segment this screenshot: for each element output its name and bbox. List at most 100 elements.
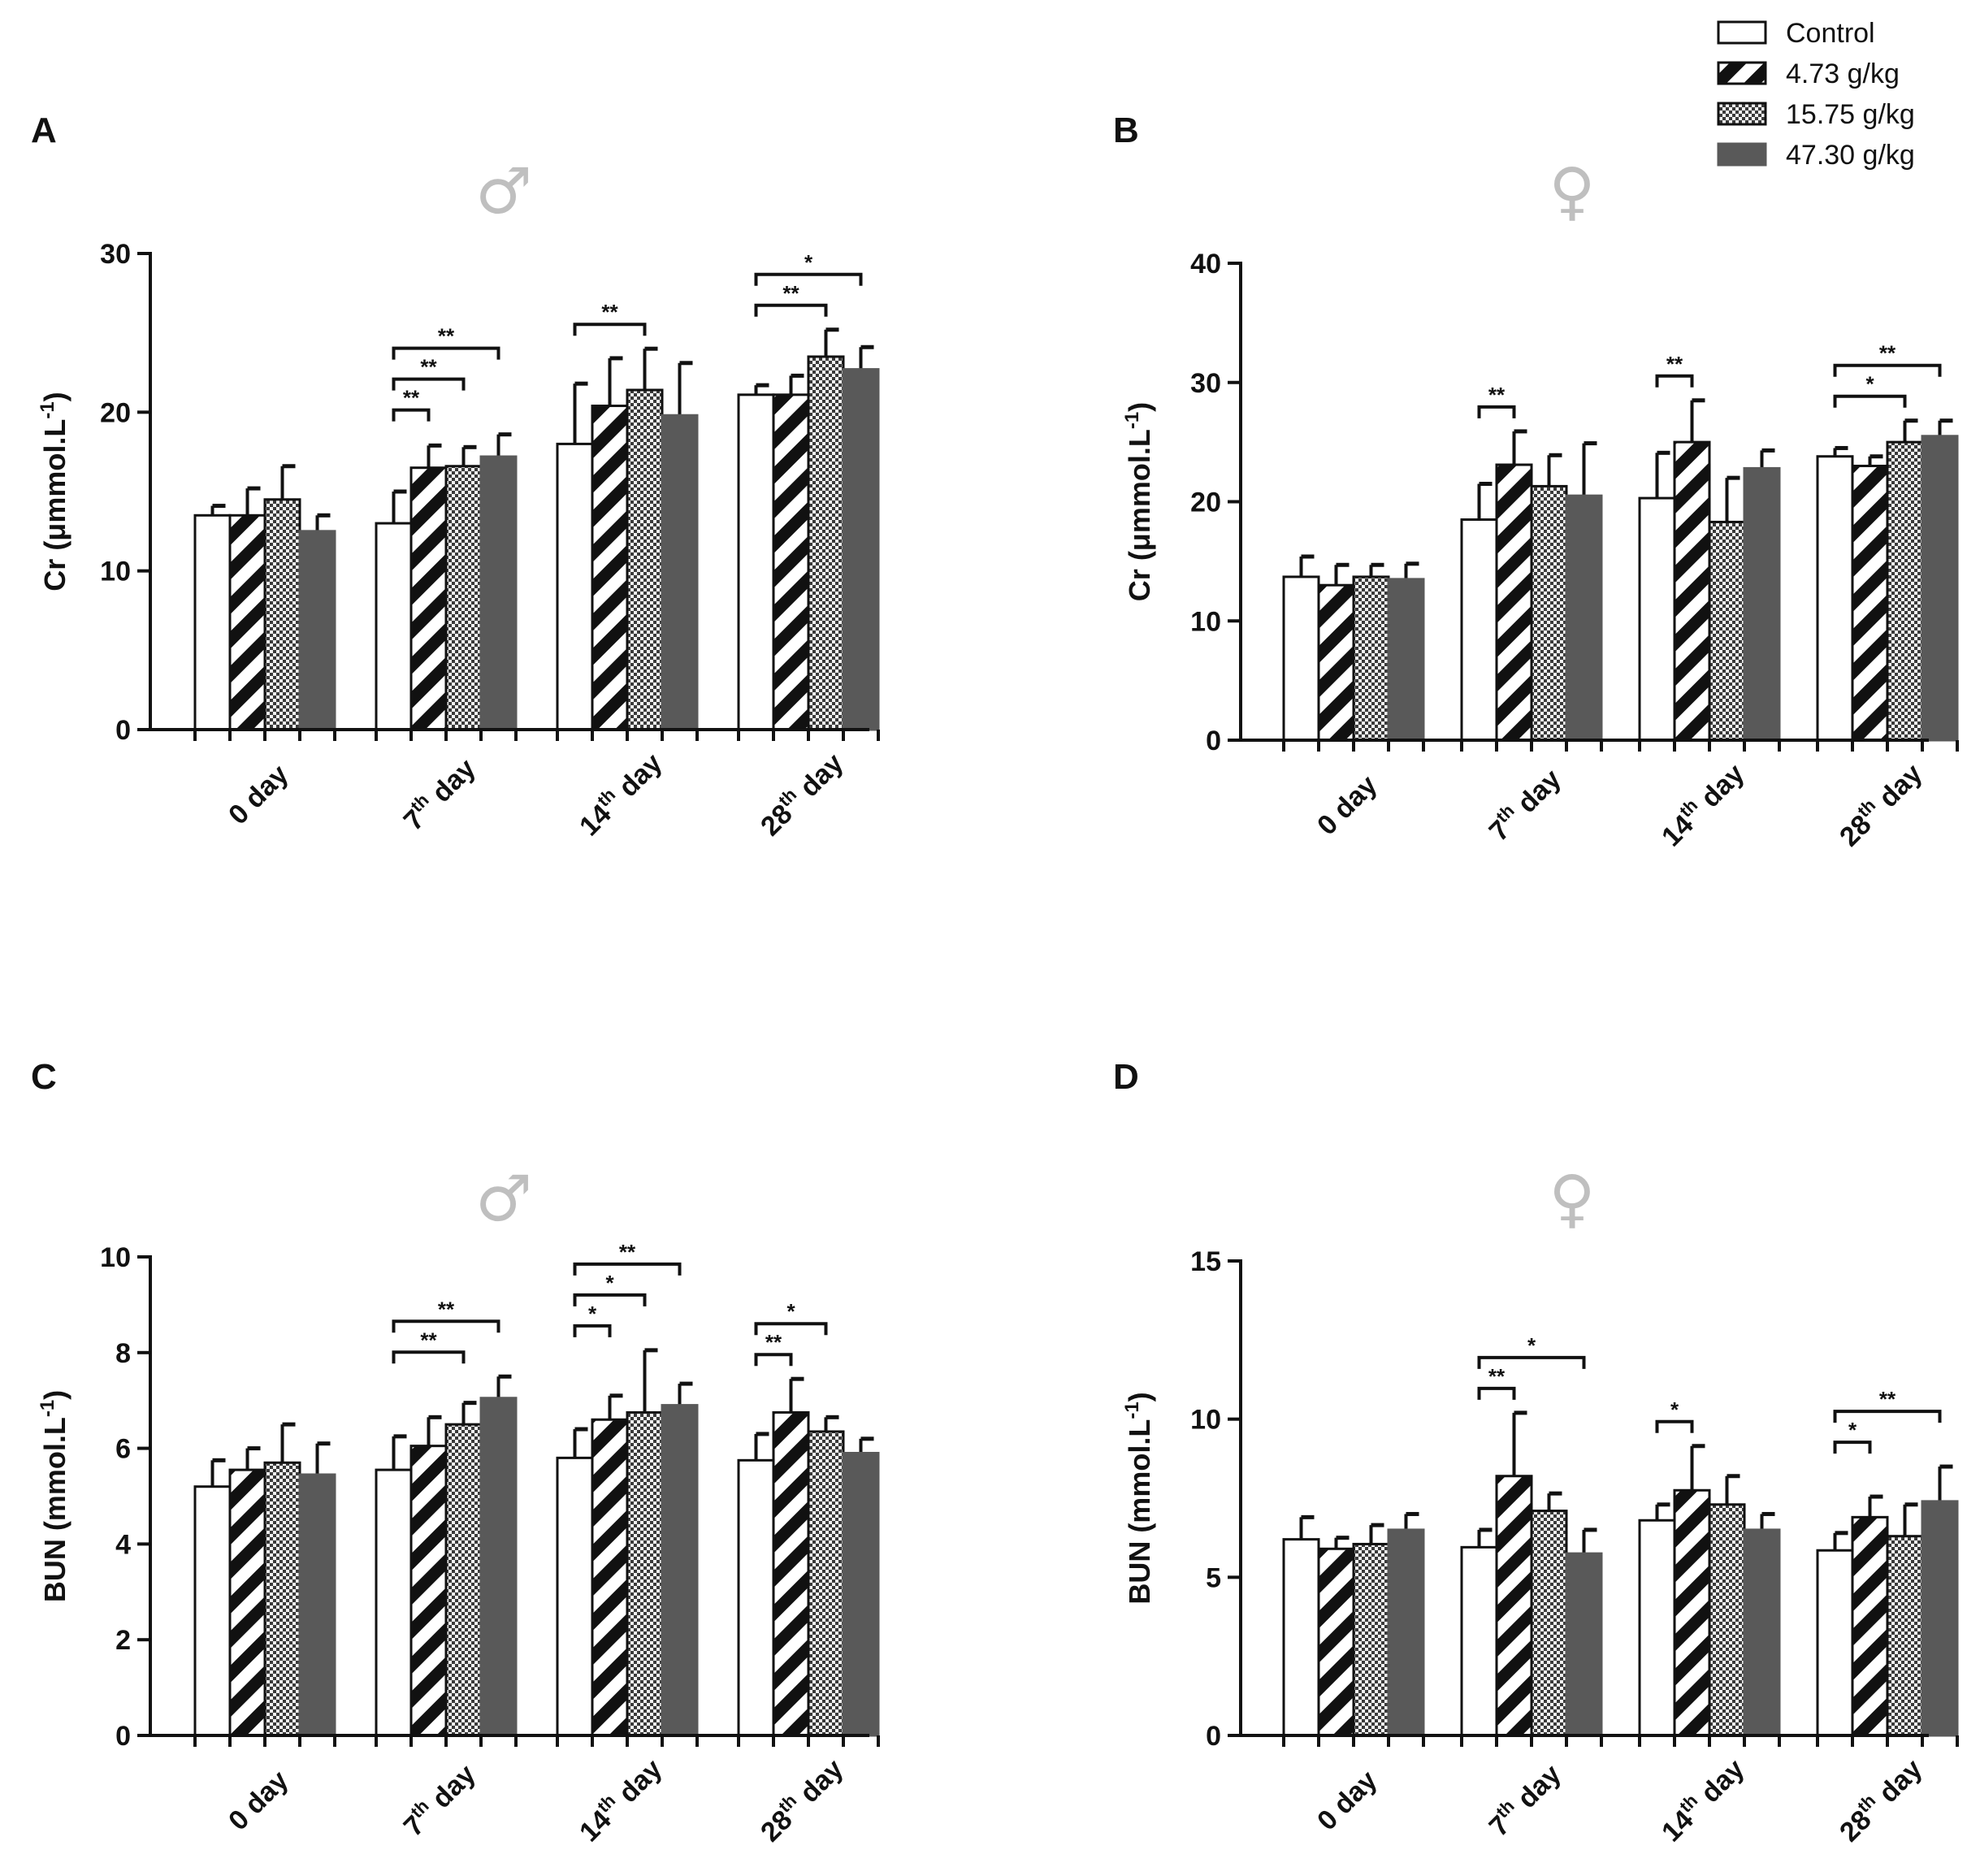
bar-15-75 <box>807 355 845 731</box>
legend-item: 15.75 g/kg <box>1717 99 1915 130</box>
legend-item: Control <box>1717 18 1875 49</box>
bar-4-73 <box>1851 1515 1889 1737</box>
bar-15-75 <box>1352 1542 1390 1737</box>
bar-4-73 <box>228 513 266 731</box>
bar-15-75 <box>1886 1535 1924 1737</box>
bar-control <box>375 1468 413 1737</box>
significance-label: ** <box>782 281 799 305</box>
significance-bracket <box>392 1350 466 1364</box>
legend-swatch-15-75 <box>1717 102 1767 126</box>
bar-4-73 <box>591 405 629 731</box>
panel-label: C <box>31 1057 57 1097</box>
y-tick-label: 8 <box>115 1338 131 1369</box>
legend-label: Control <box>1786 18 1875 49</box>
bar-47-30 <box>1387 578 1425 742</box>
significance-bracket <box>1477 1386 1516 1400</box>
sex-symbol: ♀ <box>1549 1163 1595 1236</box>
significance-bracket <box>1477 1355 1586 1369</box>
significance-bracket <box>754 303 828 317</box>
significance-label: ** <box>1879 341 1896 366</box>
bar-47-30 <box>842 368 880 731</box>
y-tick-label: 40 <box>1190 249 1221 279</box>
bar-47-30 <box>1565 494 1603 742</box>
panel-label: B <box>1113 110 1139 150</box>
significance-label: * <box>1848 1418 1857 1442</box>
bar-4-73 <box>409 466 448 731</box>
bar-47-30 <box>298 530 336 731</box>
bar-15-75 <box>263 1461 301 1737</box>
bar-47-30 <box>1743 466 1781 742</box>
x-category-label: 7th day <box>396 751 482 837</box>
significance-label: ** <box>420 355 437 379</box>
bar-4-73 <box>228 1468 266 1737</box>
bar-control <box>1282 1538 1320 1737</box>
y-tick-label: 20 <box>1190 487 1221 518</box>
significance-bracket <box>392 377 466 391</box>
bar-47-30 <box>1743 1528 1781 1737</box>
bar-15-75 <box>626 1410 664 1737</box>
sex-symbol: ♀ <box>1549 155 1595 228</box>
significance-bracket <box>1655 374 1694 388</box>
bar-control <box>1460 518 1498 742</box>
significance-bracket <box>573 1293 647 1306</box>
y-axis-label: BUN (mmol.L-1) <box>37 1390 71 1602</box>
bar-15-75 <box>626 388 664 731</box>
x-category-label: 14th day <box>1653 1751 1750 1848</box>
sex-symbol: ♂ <box>475 155 532 228</box>
significance-bracket <box>754 1322 828 1336</box>
y-tick-label: 10 <box>100 1242 131 1273</box>
bar-4-73 <box>1495 463 1533 742</box>
x-category-label: 14th day <box>571 745 668 842</box>
significance-bracket <box>573 323 647 336</box>
bar-4-73 <box>1851 464 1889 742</box>
bar-15-75 <box>263 498 301 731</box>
y-tick-label: 0 <box>115 715 131 746</box>
bar-15-75 <box>444 465 483 731</box>
bar-47-30 <box>842 1451 880 1737</box>
significance-label: ** <box>619 1240 636 1264</box>
y-tick-label: 10 <box>1190 606 1221 637</box>
bar-control <box>556 1456 594 1737</box>
significance-bracket <box>1833 363 1942 377</box>
significance-label: ** <box>438 324 455 349</box>
significance-label: ** <box>1879 1387 1896 1411</box>
bar-4-73 <box>772 393 810 731</box>
significance-bracket <box>1477 405 1516 418</box>
significance-bracket <box>392 1319 500 1333</box>
bar-15-75 <box>1708 520 1746 742</box>
bar-4-73 <box>591 1418 629 1737</box>
significance-bracket <box>754 272 863 286</box>
legend-label: 47.30 g/kg <box>1786 140 1915 171</box>
x-category-label: 0 day <box>223 759 294 830</box>
bar-control <box>375 522 413 731</box>
legend-label: 15.75 g/kg <box>1786 99 1915 130</box>
significance-bracket <box>1833 1410 1942 1423</box>
bar-15-75 <box>1352 575 1390 742</box>
bar-control <box>737 1458 775 1737</box>
y-tick-label: 5 <box>1206 1562 1221 1593</box>
y-tick-label: 20 <box>100 397 131 428</box>
legend-label: 4.73 g/kg <box>1786 58 1900 89</box>
bar-control <box>193 513 232 731</box>
y-tick-label: 4 <box>115 1529 131 1560</box>
legend-swatch-4-73 <box>1717 61 1767 85</box>
significance-label: * <box>605 1271 614 1295</box>
significance-label: ** <box>438 1297 455 1321</box>
bar-47-30 <box>479 1397 518 1737</box>
y-tick-label: 0 <box>1206 1721 1221 1752</box>
sex-symbol: ♂ <box>475 1163 532 1236</box>
x-category-label: 28th day <box>752 1751 849 1848</box>
significance-bracket <box>392 346 500 360</box>
significance-label: ** <box>765 1330 782 1354</box>
y-axis-label: Cr (μmmol.L-1) <box>37 392 71 591</box>
bar-4-73 <box>1673 1488 1711 1737</box>
bar-control <box>556 442 594 731</box>
significance-label: * <box>1865 372 1874 396</box>
bar-47-30 <box>1387 1528 1425 1737</box>
panel-label: D <box>1113 1057 1139 1097</box>
legend-item: 4.73 g/kg <box>1717 58 1900 89</box>
significance-bracket <box>1833 1441 1872 1454</box>
